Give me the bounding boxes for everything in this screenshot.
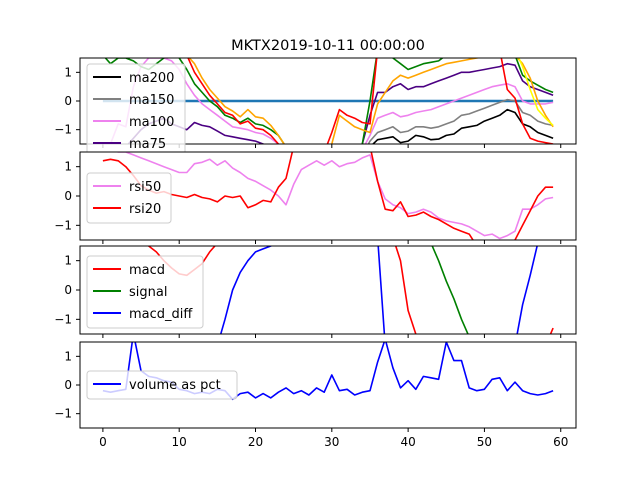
y-tick-label: 0 (64, 189, 72, 203)
legend-label-ma75: ma75 (129, 137, 166, 152)
series-line-macd_diff (219, 246, 538, 334)
legend: rsi50 rsi20 (86, 172, 172, 224)
legend-label-rsi50: rsi50 (129, 180, 161, 195)
series-group (102, 152, 554, 240)
y-tick-label: −1 (54, 407, 72, 421)
chart-title: MKTX2019-10-11 00:00:00 (231, 38, 425, 54)
y-tick-label: 1 (64, 349, 72, 363)
x-tick-label: 10 (172, 435, 187, 449)
series-line-macd (147, 246, 554, 334)
series-line-ma10 (187, 58, 554, 144)
x-tick-label: 20 (248, 435, 263, 449)
y-tick-label: −1 (54, 312, 72, 326)
legend-label-rsi20: rsi20 (129, 202, 161, 217)
panel-rsi: −1 0 1 rsi50 rsi20 (54, 151, 577, 244)
legend-label-signal: signal (129, 285, 167, 300)
y-tick-label: 1 (64, 254, 72, 268)
y-tick-label: 0 (64, 378, 72, 392)
x-tick-label: 30 (324, 435, 339, 449)
panel-moving-averages: −101ma200ma150ma100ma75ma10 (54, 57, 577, 181)
series-line-ma5 (517, 58, 554, 126)
series-line-signal (431, 246, 469, 334)
legend-label-volume-as-pct: volume as pct (129, 378, 221, 393)
legend: macd signal macd_diff (86, 255, 204, 329)
y-tick-label: −1 (54, 218, 72, 232)
legend-frame (86, 370, 238, 400)
x-tick-label: 50 (477, 435, 492, 449)
series-line-rsi50 (115, 152, 554, 240)
y-tick-label: −1 (54, 123, 72, 137)
panels: −101ma200ma150ma100ma75ma10−101rsi50rsi2… (54, 57, 577, 449)
legend-label-ma200: ma200 (129, 71, 174, 86)
legend: volume as pct (86, 370, 238, 400)
legend-label-ma100: ma100 (129, 115, 174, 130)
legend-label-macd: macd (129, 263, 165, 278)
legend-label-macd_diff: macd_diff (129, 307, 193, 322)
y-tick-label: 1 (64, 160, 72, 174)
y-tick-label: 0 (64, 94, 72, 108)
series-group (147, 246, 554, 334)
y-tick-label: 1 (64, 65, 72, 79)
x-tick-label: 0 (99, 435, 107, 449)
x-tick-label: 40 (400, 435, 415, 449)
legend-frame (86, 255, 204, 329)
series-line-rsi20 (102, 152, 554, 240)
series-line-ma150 (367, 98, 554, 144)
y-tick-label: 0 (64, 283, 72, 297)
x-tick-label: 60 (553, 435, 568, 449)
legend-label-ma150: ma150 (129, 93, 174, 108)
panel-macd: −1 0 1 macd signal macd_diff (54, 245, 577, 338)
